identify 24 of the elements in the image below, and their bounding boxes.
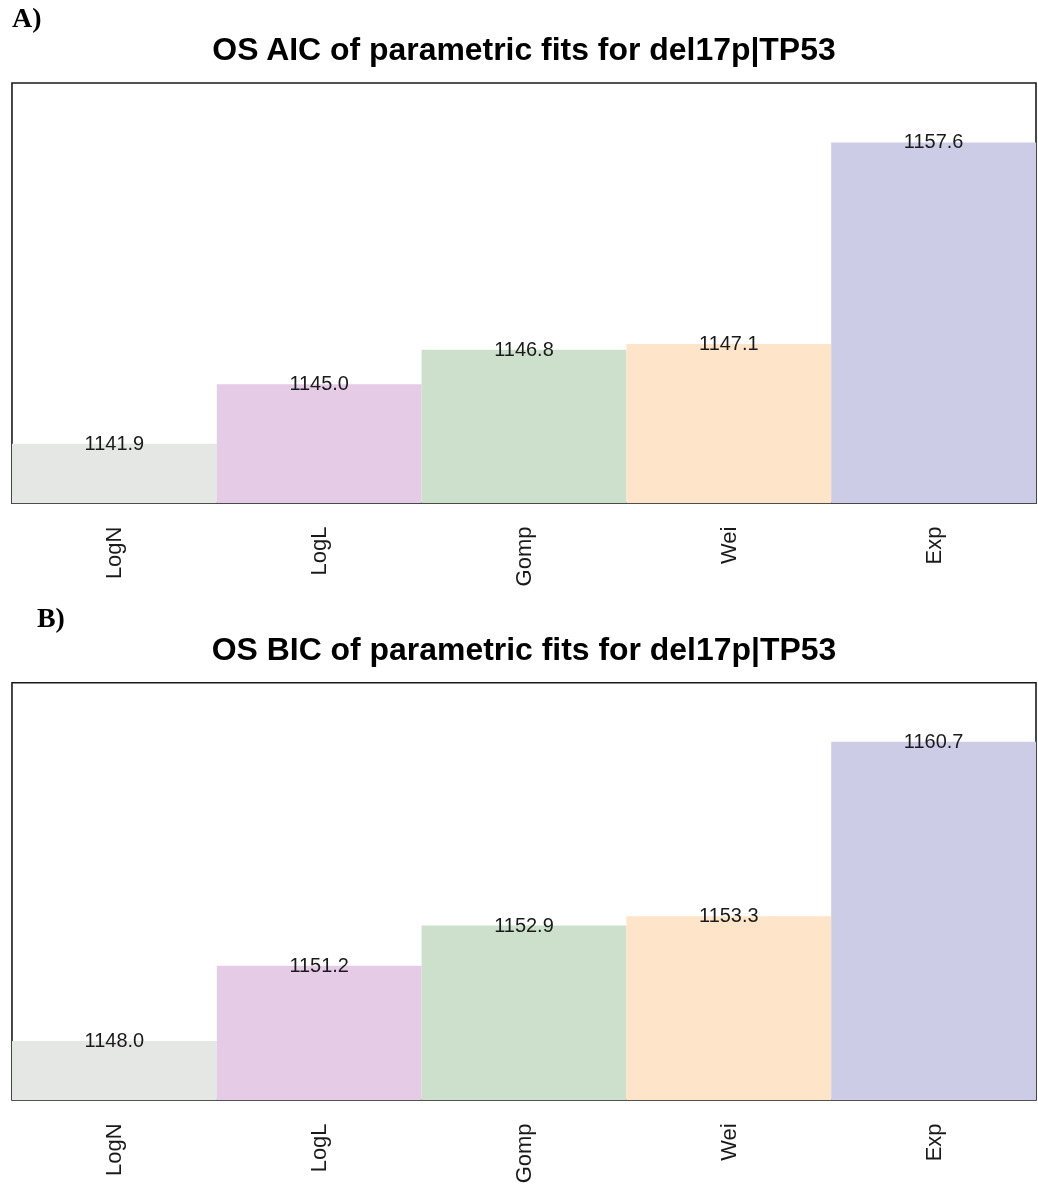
data-label: 1146.8 <box>494 337 554 360</box>
x-tick-label: LogL <box>306 526 332 576</box>
x-tick-label: Exp <box>920 526 946 565</box>
data-label: 1148.0 <box>84 1029 145 1052</box>
data-label: 1160.7 <box>903 729 964 752</box>
x-tick-label: Wei <box>715 1123 741 1161</box>
x-tick-label: LogL <box>306 1123 332 1173</box>
data-label: 1152.9 <box>494 913 554 936</box>
x-tick-label: LogN <box>101 526 127 580</box>
text: B) <box>36 601 65 633</box>
data-label: 1153.3 <box>699 904 759 927</box>
x-tick-label: Gomp <box>510 526 536 587</box>
text: A) <box>11 2 42 34</box>
data-label: 1145.0 <box>289 372 349 395</box>
data-label: 1151.2 <box>289 953 349 976</box>
data-label: 1157.6 <box>903 130 964 153</box>
x-tick-label: Wei <box>715 526 741 565</box>
x-tick-label: LogN <box>101 1123 127 1176</box>
chart-title: OS BIC of parametric fits for del17p|TP53 <box>211 630 837 667</box>
chart-title: OS AIC of parametric fits for del17p|TP53 <box>212 31 836 68</box>
data-label: 1147.1 <box>699 331 759 354</box>
x-tick-label: Exp <box>920 1123 946 1162</box>
data-label: 1141.9 <box>84 431 145 454</box>
x-tick-label: Gomp <box>510 1123 536 1184</box>
